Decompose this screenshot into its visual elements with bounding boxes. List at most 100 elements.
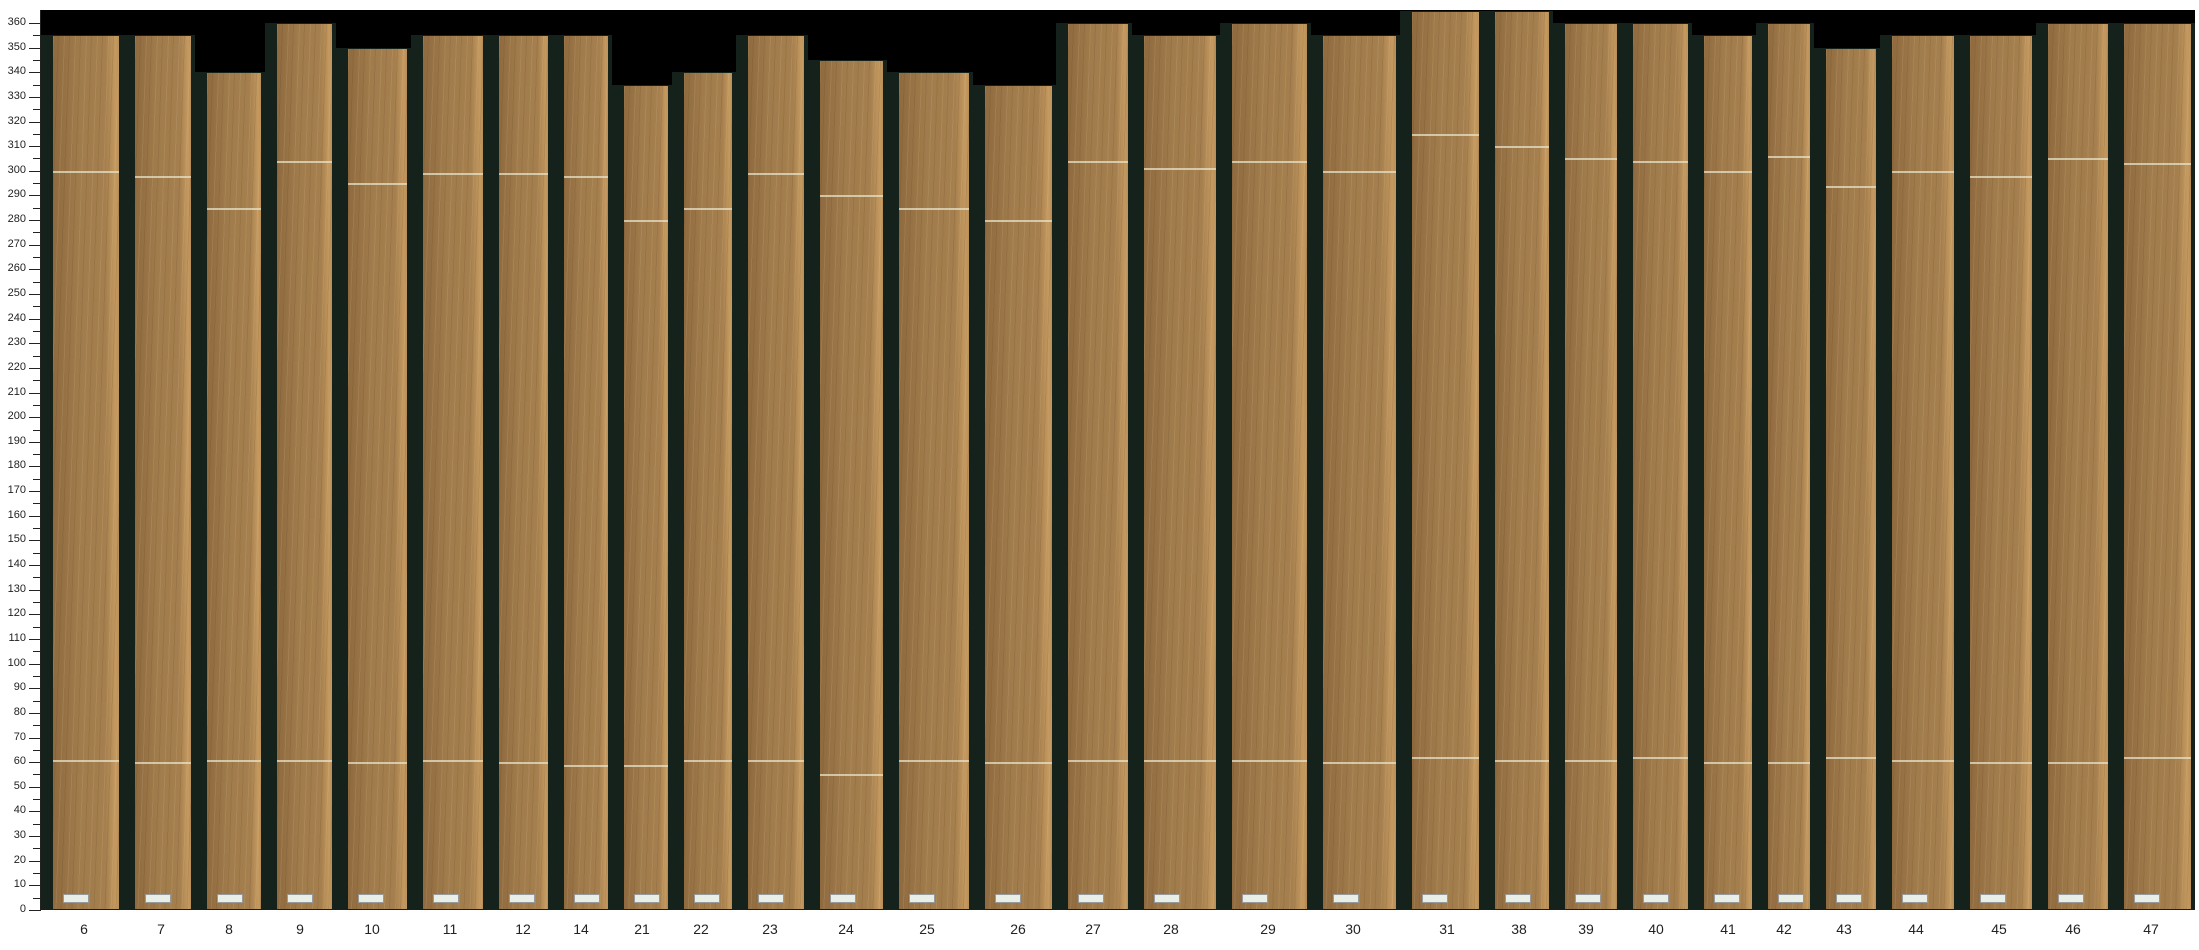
upper-cut-mark [1322,170,1396,173]
board-23[interactable] [747,36,804,909]
lower-cut-mark [1322,762,1396,765]
board-8[interactable] [207,73,261,909]
x-tick-label: 46 [2065,921,2081,937]
upper-cut-mark [1231,160,1307,163]
y-tick-label: 60 [13,755,26,767]
y-tick-label: 140 [7,558,26,570]
y-tick [33,109,40,110]
board-47[interactable] [2124,23,2191,909]
lower-cut-mark [820,774,883,777]
y-tick-label: 280 [7,213,26,225]
board-38[interactable] [1495,11,1549,909]
y-tick-label: 180 [7,459,26,471]
board-22[interactable] [683,73,732,909]
lower-cut-mark [53,759,119,762]
y-tick [33,725,40,726]
barcode-label-icon [217,893,243,903]
lower-cut-mark [1768,762,1810,765]
y-tick [33,848,40,849]
y-tick [33,356,40,357]
upper-cut-mark [1564,158,1617,161]
x-tick-label: 7 [157,921,165,937]
barcode-label-icon [1836,893,1862,903]
y-tick [33,824,40,825]
board-24[interactable] [820,60,883,909]
y-tick-label: 220 [7,361,26,373]
y-tick [33,799,40,800]
board-42[interactable] [1768,23,1810,909]
lower-cut-mark [276,759,332,762]
y-tick-label: 300 [7,164,26,176]
x-tick-label: 9 [296,921,304,937]
y-tick-label: 170 [7,484,26,496]
board-10[interactable] [348,48,407,909]
y-tick [33,85,40,86]
y-tick [29,343,40,344]
y-tick-label: 130 [7,583,26,595]
barcode-label-icon [1077,893,1104,903]
barcode-label-icon [1714,893,1740,903]
board-14[interactable] [564,36,608,909]
board-27[interactable] [1067,23,1128,909]
board-43[interactable] [1826,48,1876,909]
y-tick [33,35,40,36]
y-tick [33,651,40,652]
board-29[interactable] [1231,23,1307,909]
y-tick [33,306,40,307]
y-tick [33,479,40,480]
y-tick-label: 310 [7,139,26,151]
board-7[interactable] [134,36,191,909]
upper-cut-mark [1892,170,1954,173]
board-30[interactable] [1322,36,1396,909]
y-tick-label: 50 [13,780,26,792]
board-25[interactable] [898,73,969,909]
board-9[interactable] [276,23,332,909]
y-tick [33,232,40,233]
lower-cut-mark [423,759,483,762]
board-44[interactable] [1892,36,1954,909]
lower-cut-mark [1969,762,2032,765]
y-tick [33,282,40,283]
y-tick-label: 80 [13,706,26,718]
x-tick-label: 40 [1648,921,1664,937]
y-tick [29,319,40,320]
board-28[interactable] [1144,36,1216,909]
y-tick [33,750,40,751]
x-tick-label: 47 [2143,921,2159,937]
upper-cut-mark [683,207,732,210]
y-tick [29,738,40,739]
x-tick-label: 21 [634,921,650,937]
lower-cut-mark [348,762,407,765]
y-tick-label: 10 [13,878,26,890]
board-40[interactable] [1633,23,1688,909]
board-39[interactable] [1564,23,1617,909]
x-tick-label: 25 [919,921,935,937]
upper-cut-mark [623,220,668,223]
board-21[interactable] [623,85,668,909]
board-11[interactable] [423,36,483,909]
y-tick-label: 150 [7,533,26,545]
upper-cut-mark [984,220,1052,223]
board-45[interactable] [1969,36,2032,909]
barcode-label-icon [1574,893,1601,903]
upper-cut-mark [1495,146,1549,149]
board-46[interactable] [2048,23,2108,909]
x-tick-label: 8 [225,921,233,937]
barcode-label-icon [1643,893,1669,903]
y-tick [29,565,40,566]
lower-cut-mark [1067,759,1128,762]
y-tick-label: 40 [13,804,26,816]
lower-cut-mark [1826,757,1876,760]
board-12[interactable] [498,36,548,909]
barcode-label-icon [1422,893,1448,903]
board-41[interactable] [1704,36,1752,909]
x-tick-label: 39 [1578,921,1594,937]
barcode-label-icon [144,893,171,903]
board-26[interactable] [984,85,1052,909]
board-31[interactable] [1412,11,1479,909]
barcode-label-icon [830,893,856,903]
x-tick-label: 38 [1511,921,1527,937]
board-6[interactable] [53,36,119,909]
x-tick-label: 29 [1260,921,1276,937]
upper-cut-mark [1768,156,1810,158]
